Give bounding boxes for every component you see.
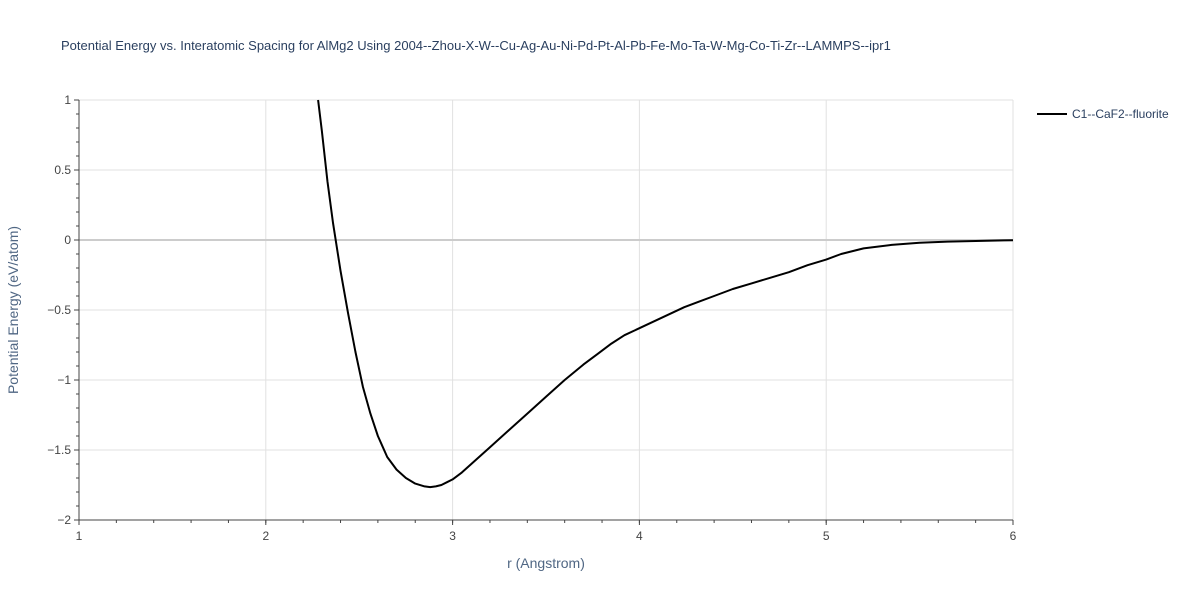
axes: 1 2 3 4 5 6 1 0.5 0 −0.5 −1 −1.5 −2 — [47, 93, 1016, 543]
y-tick-label: −1.5 — [47, 443, 71, 457]
x-tick-label: 6 — [1010, 529, 1017, 543]
x-tick-label: 3 — [449, 529, 456, 543]
grid-lines — [79, 99, 1014, 520]
y-tick-label: −2 — [57, 513, 71, 527]
y-tick-label: −0.5 — [47, 303, 71, 317]
y-tick-label: 0 — [64, 233, 71, 247]
legend[interactable]: C1--CaF2--fluorite — [1037, 107, 1169, 121]
x-tick-label: 2 — [262, 529, 269, 543]
series-layer — [317, 99, 1014, 489]
series-line-0 — [317, 99, 1014, 489]
legend-label[interactable]: C1--CaF2--fluorite — [1072, 107, 1169, 121]
x-axis-title: r (Angstrom) — [507, 555, 585, 571]
y-axis-title: Potential Energy (eV/atom) — [5, 226, 21, 394]
y-tick-label: 0.5 — [54, 163, 71, 177]
x-tick-label: 4 — [636, 529, 643, 543]
y-tick-label: 1 — [64, 93, 71, 107]
x-tick-label: 5 — [823, 529, 830, 543]
y-tick-label: −1 — [57, 373, 71, 387]
chart-title: Potential Energy vs. Interatomic Spacing… — [61, 38, 891, 53]
x-tick-label: 1 — [76, 529, 83, 543]
